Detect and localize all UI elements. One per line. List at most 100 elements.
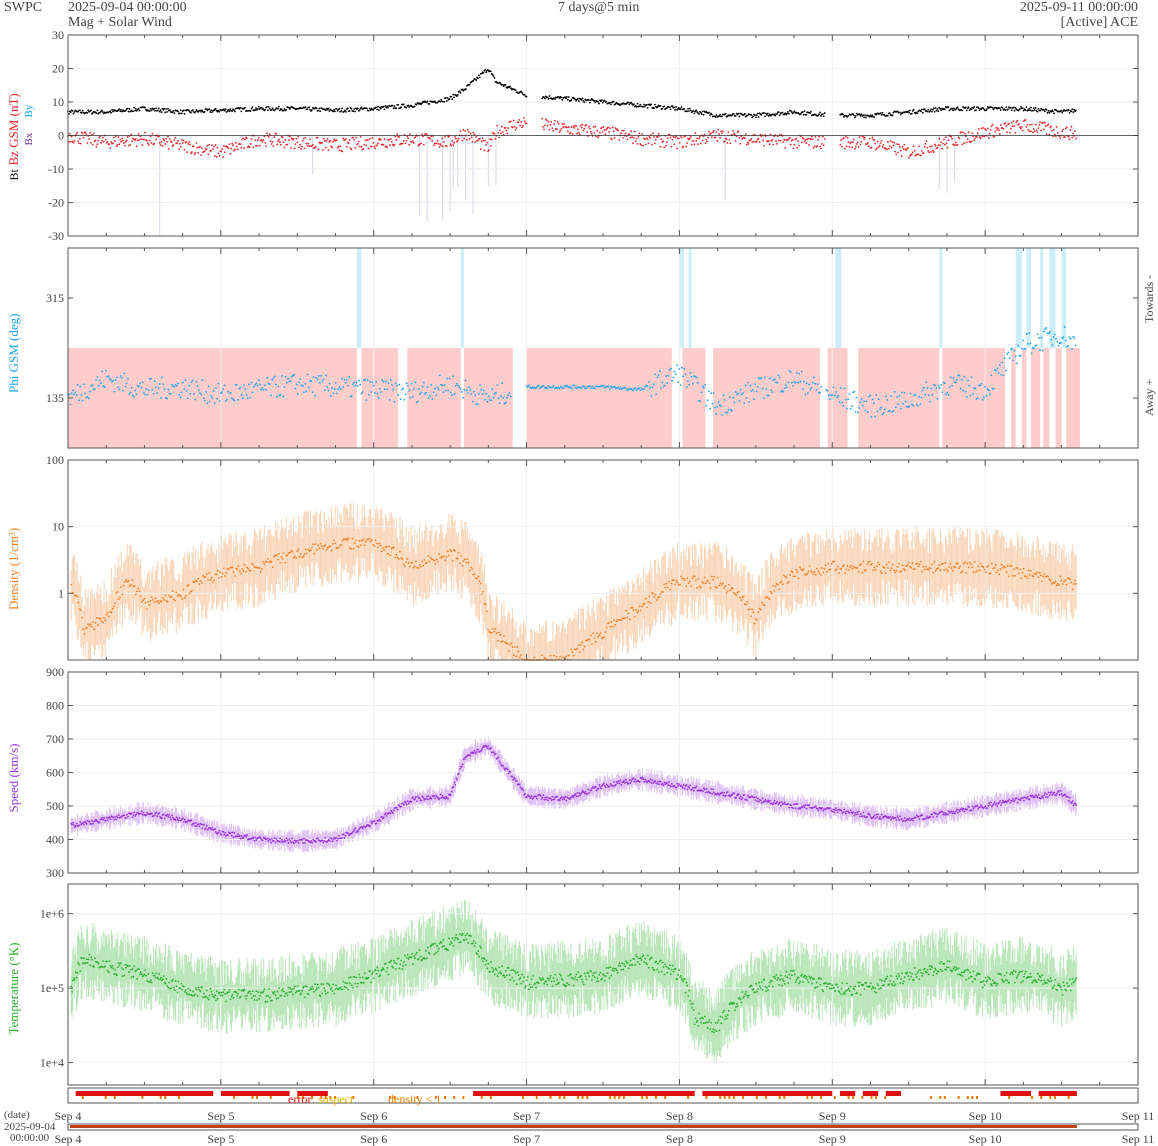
- bt-point: [475, 79, 478, 81]
- bz-point: [364, 139, 367, 142]
- bt-point: [484, 68, 487, 71]
- end-time-label: 2025-09-11 00:00:00: [1020, 0, 1138, 16]
- bt-point: [277, 107, 279, 110]
- bt-point: [1033, 109, 1036, 111]
- bz-point: [293, 147, 296, 150]
- bt-point: [665, 107, 668, 109]
- bt-point: [119, 110, 122, 113]
- bt-point: [1043, 110, 1046, 113]
- bz-point: [699, 142, 702, 145]
- bt-point: [211, 111, 213, 114]
- bz-point: [353, 138, 356, 141]
- bz-point: [441, 137, 444, 140]
- bt-point: [178, 112, 181, 115]
- bt-point: [289, 108, 291, 110]
- bz-point: [640, 144, 643, 146]
- bt-point: [90, 109, 92, 112]
- towards-sector-band: [356, 248, 362, 348]
- bz-point: [727, 131, 730, 134]
- bz-point: [478, 137, 481, 140]
- bt-point: [77, 110, 79, 113]
- bt-point: [167, 107, 169, 110]
- bz-point: [701, 139, 704, 142]
- bz-point: [745, 143, 748, 146]
- bz-point: [82, 136, 85, 139]
- bt-point: [480, 72, 483, 75]
- bt-point: [790, 111, 793, 113]
- bt-point: [478, 76, 481, 79]
- bt-point: [847, 114, 850, 117]
- bz-point: [710, 132, 712, 135]
- bt-point: [817, 114, 820, 117]
- bz-point: [425, 133, 428, 135]
- bz-point: [398, 136, 400, 138]
- bz-point: [734, 139, 737, 142]
- bz-point: [411, 140, 414, 143]
- bz-point: [258, 144, 261, 147]
- bz-point: [263, 135, 266, 138]
- bz-point: [522, 125, 524, 127]
- bt-point: [165, 108, 168, 110]
- bz-point: [138, 139, 141, 141]
- start-time-label: 2025-09-04 00:00:00: [68, 0, 187, 16]
- bz-point: [456, 139, 459, 142]
- bz-point: [621, 129, 623, 132]
- bz-point: [180, 139, 183, 141]
- bt-point: [111, 109, 113, 111]
- bz-point: [243, 147, 245, 149]
- bt-point: [719, 113, 721, 116]
- bz-point: [179, 145, 182, 148]
- bt-point: [566, 98, 569, 101]
- bt-point: [177, 110, 179, 113]
- bt-point: [308, 106, 311, 109]
- bz-point: [96, 143, 99, 146]
- bt-point: [548, 95, 551, 97]
- bz-point: [298, 146, 301, 149]
- bz-point: [207, 153, 210, 156]
- bt-point: [210, 109, 212, 112]
- bz-point: [593, 132, 596, 134]
- bt-point: [240, 110, 243, 113]
- bt-point: [781, 111, 784, 114]
- bz-point: [148, 139, 151, 142]
- towards-sector-band: [939, 248, 943, 348]
- bz-point: [500, 125, 503, 128]
- bt-point: [968, 109, 971, 112]
- bz-point: [685, 145, 688, 148]
- bt-point: [698, 112, 700, 115]
- bz-point: [575, 125, 577, 127]
- bt-point: [985, 109, 987, 112]
- bz-point: [746, 141, 749, 144]
- bt-point: [880, 113, 883, 116]
- bt-point: [69, 111, 72, 114]
- subtitle-label: Mag + Solar Wind: [68, 15, 172, 31]
- bt-point: [853, 114, 855, 117]
- bz-point: [124, 140, 127, 143]
- bt-point: [956, 106, 959, 109]
- bt-point: [233, 109, 235, 111]
- bt-point: [675, 105, 677, 108]
- bz-point: [738, 136, 741, 139]
- bz-point: [659, 145, 662, 148]
- bz-point: [86, 142, 89, 144]
- bt-point: [356, 107, 359, 110]
- bt-point: [1036, 110, 1039, 113]
- bt-point: [690, 111, 693, 114]
- bt-point: [81, 109, 84, 112]
- bt-point: [445, 100, 448, 102]
- bz-point: [214, 144, 217, 147]
- bz-point: [737, 130, 740, 133]
- bt-point: [818, 113, 821, 116]
- bt-point: [1027, 109, 1030, 112]
- bt-point: [251, 106, 254, 109]
- bt-point: [160, 111, 163, 114]
- bz-point: [102, 140, 105, 143]
- bz-point: [489, 145, 492, 147]
- bz-point: [482, 139, 485, 142]
- bt-point: [439, 100, 442, 103]
- bz-point: [810, 135, 813, 138]
- bz-point: [589, 130, 592, 133]
- bz-point: [234, 141, 237, 144]
- bz-point: [792, 147, 795, 150]
- bt-point: [370, 107, 373, 110]
